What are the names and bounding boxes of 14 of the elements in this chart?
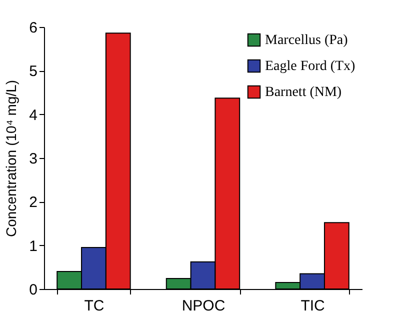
legend-label: Marcellus (Pa) — [265, 33, 348, 48]
y-tick-label: 0 — [29, 282, 38, 298]
legend-label: Barnett (NM) — [265, 85, 342, 100]
y-tick-label: 5 — [29, 63, 38, 80]
legend-label: Eagle Ford (Tx) — [265, 59, 356, 74]
y-tick-label: 6 — [29, 20, 38, 36]
y-axis-title: Concentration (10⁴ mg/L) — [3, 80, 20, 237]
x-tick-label: TIC — [300, 298, 326, 314]
y-tick-label: 3 — [29, 150, 38, 168]
x-tick-label: NPOC — [182, 298, 226, 314]
x-tick-label: TC — [84, 298, 104, 314]
y-tick-label: 2 — [29, 194, 38, 212]
y-tick-label: 1 — [29, 238, 38, 255]
y-tick-label: 4 — [29, 106, 38, 124]
